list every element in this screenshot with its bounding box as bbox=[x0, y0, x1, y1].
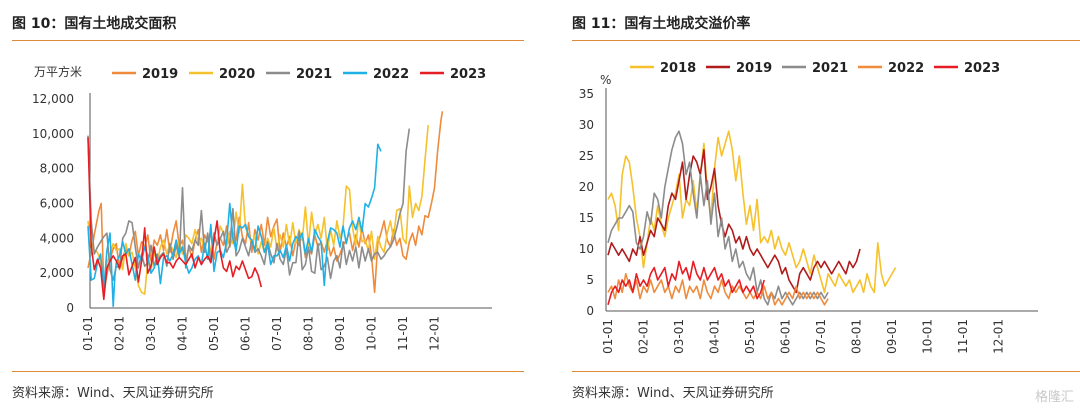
x-tick-label: 03-01 bbox=[144, 316, 158, 351]
legend-label: 2022 bbox=[888, 61, 924, 76]
legend-label: 2020 bbox=[219, 67, 255, 82]
x-tick-label: 05-01 bbox=[207, 316, 221, 351]
y-tick-label: 35 bbox=[579, 87, 594, 101]
watermark: 格隆汇 bbox=[1034, 390, 1074, 405]
x-tick-label: 09-01 bbox=[885, 319, 899, 354]
figure-10-source: 资料来源：Wind、天风证券研究所 bbox=[12, 386, 214, 401]
x-tick-label: 10-01 bbox=[365, 316, 379, 351]
x-tick-label: 01-01 bbox=[81, 316, 95, 351]
x-tick-label: 08-01 bbox=[302, 316, 316, 351]
x-tick-label: 07-01 bbox=[270, 316, 284, 351]
x-tick-label: 06-01 bbox=[239, 316, 253, 351]
legend-label: 2022 bbox=[373, 67, 409, 82]
y-tick-label: 25 bbox=[579, 149, 594, 163]
y-tick-label: 2,000 bbox=[40, 266, 74, 280]
legend-label: 2018 bbox=[660, 61, 696, 76]
land-premium-chart: % 0 5 10 15 20 25 30 35 01-01 02-01 03-01 04-01 05-01… bbox=[579, 61, 1038, 354]
figure-11-title: 图 11：国有土地成交溢价率 bbox=[572, 16, 751, 32]
series-line-2023 bbox=[607, 260, 765, 306]
x-tick-label: 10-01 bbox=[921, 319, 935, 354]
legend-label: 2021 bbox=[812, 61, 848, 76]
x-tick-label: 04-01 bbox=[708, 319, 722, 354]
legend-label: 2019 bbox=[736, 61, 772, 76]
figure-11-panel: 图 11：国有土地成交溢价率 % 0 5 10 15 20 25 30 35 01-01 02-01… bbox=[560, 0, 1080, 411]
x-tick-label: 05-01 bbox=[743, 319, 757, 354]
y-tick-label: 15 bbox=[579, 211, 594, 225]
legend-label: 2019 bbox=[142, 67, 178, 82]
title-rule bbox=[572, 40, 1080, 41]
figure-10-panel: 图 10：国有土地成交面积 万平方米 0 2,000 4,000 6,000 8,000 1… bbox=[0, 0, 532, 411]
y-tick-label: 20 bbox=[579, 180, 594, 194]
x-tick-label: 02-01 bbox=[637, 319, 651, 354]
y-tick-label: 4,000 bbox=[40, 231, 74, 245]
y-tick-label: 30 bbox=[579, 118, 594, 132]
y-tick-label: 10 bbox=[579, 242, 594, 256]
land-area-chart: 万平方米 0 2,000 4,000 6,000 8,000 10,000 12,000 01-… bbox=[32, 64, 492, 351]
x-tick-label: 09-01 bbox=[333, 316, 347, 351]
y-tick-label: 10,000 bbox=[32, 127, 74, 141]
x-tick-label: 11-01 bbox=[396, 316, 410, 351]
source-rule bbox=[12, 371, 524, 372]
series-line-2023 bbox=[87, 137, 263, 301]
y-tick-label: 0 bbox=[66, 301, 74, 315]
x-tick-label: 01-01 bbox=[601, 319, 615, 354]
series-line-2019 bbox=[607, 149, 861, 294]
y-tick-label: 12,000 bbox=[32, 92, 74, 106]
figure-11-source: 资料来源：Wind、天风证券研究所 bbox=[572, 386, 774, 401]
x-tick-label: 11-01 bbox=[956, 319, 970, 354]
y-tick-label: 8,000 bbox=[40, 162, 74, 176]
figure-10-title: 图 10：国有土地成交面积 bbox=[12, 16, 177, 32]
y-unit-label: % bbox=[600, 73, 611, 87]
x-tick-label: 07-01 bbox=[814, 319, 828, 354]
source-rule bbox=[572, 371, 1080, 372]
x-tick-label: 04-01 bbox=[176, 316, 190, 351]
x-tick-label: 08-01 bbox=[850, 319, 864, 354]
x-tick-label: 12-01 bbox=[992, 319, 1006, 354]
series-line-2022 bbox=[607, 273, 829, 306]
series-line-2018 bbox=[607, 130, 897, 294]
x-tick-label: 02-01 bbox=[113, 316, 127, 351]
y-unit-label: 万平方米 bbox=[34, 64, 82, 79]
legend-label: 2023 bbox=[450, 67, 486, 82]
x-tick-label: 12-01 bbox=[428, 316, 442, 351]
series-line-2021 bbox=[87, 128, 411, 281]
x-tick-label: 06-01 bbox=[779, 319, 793, 354]
legend-label: 2023 bbox=[964, 61, 1000, 76]
x-tick-label: 03-01 bbox=[672, 319, 686, 354]
series-line-2021 bbox=[607, 130, 829, 306]
legend-label: 2021 bbox=[296, 67, 332, 82]
title-rule bbox=[12, 40, 524, 41]
y-tick-label: 6,000 bbox=[40, 197, 74, 211]
y-tick-label: 5 bbox=[586, 273, 594, 287]
series-line-2022 bbox=[87, 143, 382, 308]
y-tick-label: 0 bbox=[586, 304, 594, 318]
